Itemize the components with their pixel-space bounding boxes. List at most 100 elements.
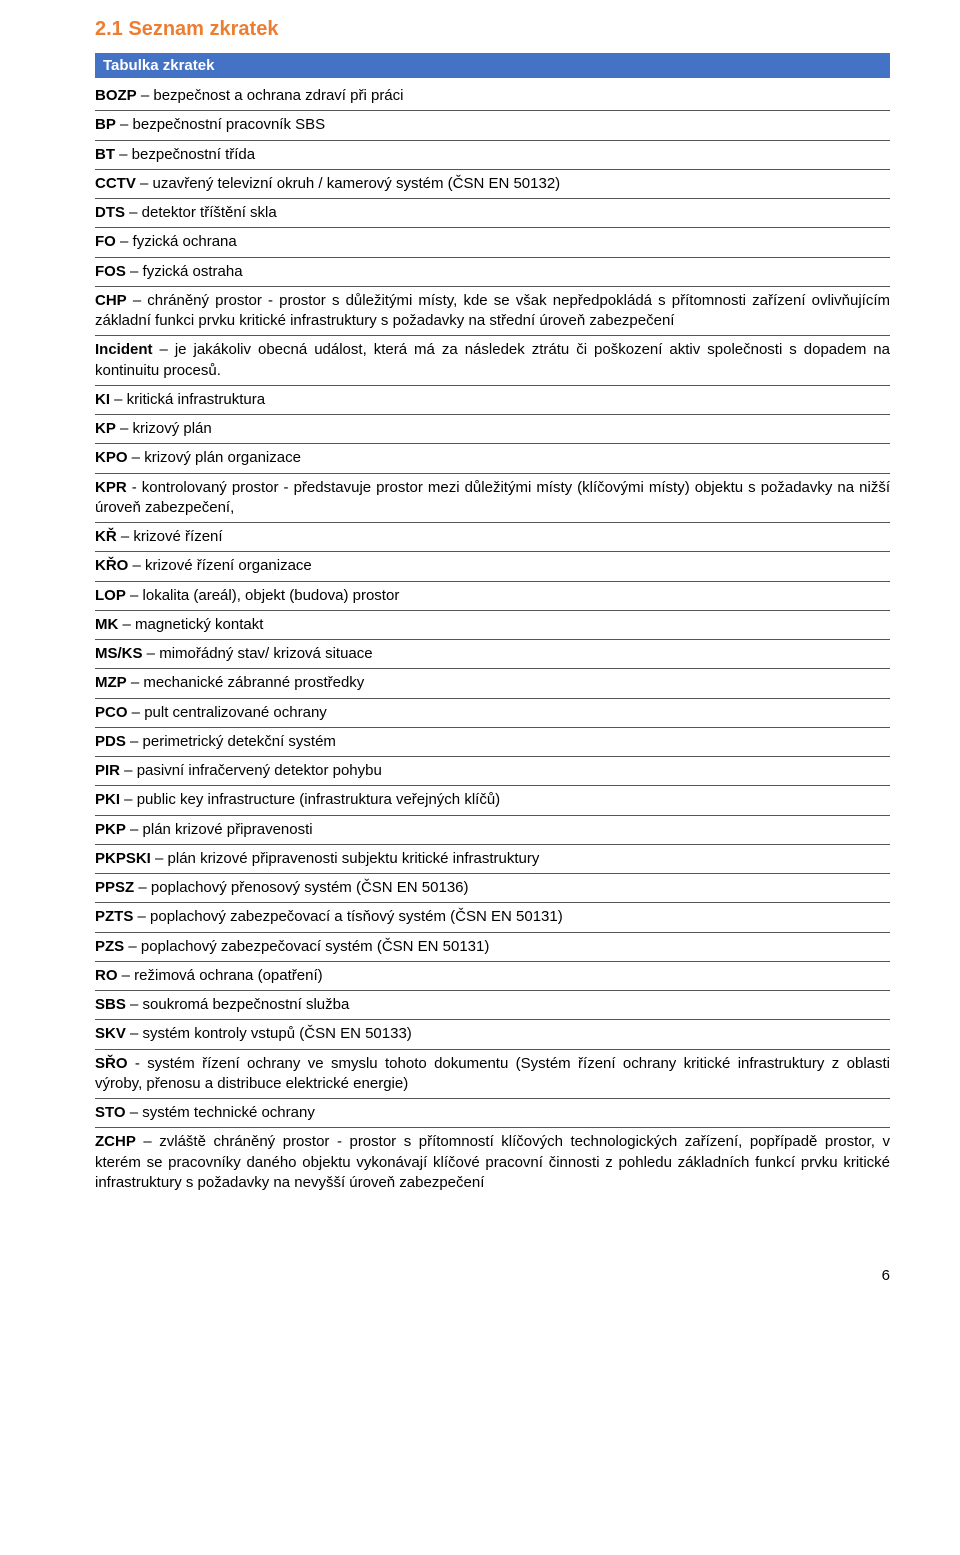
entry-definition: – soukromá bezpečnostní služba (126, 996, 349, 1013)
entry-abbr: PCO (95, 704, 128, 721)
entry-definition: – poplachový zabezpečovací a tísňový sys… (133, 908, 562, 925)
entry-abbr: KŘ (95, 528, 117, 545)
entry-row: KP – krizový plán (95, 414, 890, 443)
entry-row: FOS – fyzická ostraha (95, 257, 890, 286)
entry-abbr: SŘO (95, 1055, 128, 1072)
entry-row: ZCHP – zvláště chráněný prostor - prosto… (95, 1127, 890, 1197)
entry-abbr: PZTS (95, 908, 133, 925)
entry-row: KPR - kontrolovaný prostor - představuje… (95, 473, 890, 523)
entry-abbr: KPO (95, 449, 128, 466)
entry-row: STO – systém technické ochrany (95, 1098, 890, 1127)
entry-row: MK – magnetický kontakt (95, 610, 890, 639)
entry-definition: – systém technické ochrany (126, 1104, 315, 1121)
entries-list: BOZP – bezpečnost a ochrana zdraví při p… (95, 82, 890, 1197)
entry-row: SŘO - systém řízení ochrany ve smyslu to… (95, 1049, 890, 1099)
entry-row: CCTV – uzavřený televizní okruh / kamero… (95, 169, 890, 198)
entry-definition: – mimořádný stav/ krizová situace (143, 645, 373, 662)
entry-definition: – chráněný prostor - prostor s důležitým… (95, 292, 890, 329)
entry-definition: – je jakákoliv obecná událost, která má … (95, 341, 890, 378)
entry-row: DTS – detektor tříštění skla (95, 198, 890, 227)
entry-definition: – plán krizové připravenosti subjektu kr… (151, 850, 540, 867)
entry-row: PPSZ – poplachový přenosový systém (ČSN … (95, 873, 890, 902)
entry-abbr: PPSZ (95, 879, 134, 896)
entry-row: PKPSKI – plán krizové připravenosti subj… (95, 844, 890, 873)
entry-row: KPO – krizový plán organizace (95, 443, 890, 472)
entry-abbr: PKPSKI (95, 850, 151, 867)
entry-abbr: KP (95, 420, 116, 437)
entry-definition: – uzavřený televizní okruh / kamerový sy… (136, 175, 560, 192)
entry-definition: - kontrolovaný prostor - představuje pro… (95, 479, 890, 516)
entry-definition: – bezpečnostní pracovník SBS (116, 116, 325, 133)
entry-abbr: BOZP (95, 87, 137, 104)
entry-definition: – zvláště chráněný prostor - prostor s p… (95, 1133, 890, 1191)
entry-row: PCO – pult centralizované ochrany (95, 698, 890, 727)
entry-row: PZS – poplachový zabezpečovací systém (Č… (95, 932, 890, 961)
entry-definition: – systém kontroly vstupů (ČSN EN 50133) (126, 1025, 412, 1042)
entry-abbr: MS/KS (95, 645, 143, 662)
entry-row: RO – režimová ochrana (opatření) (95, 961, 890, 990)
entry-abbr: PKI (95, 791, 120, 808)
entry-definition: – bezpečnostní třída (115, 146, 255, 163)
entry-abbr: KPR (95, 479, 127, 496)
entry-row: PKP – plán krizové připravenosti (95, 815, 890, 844)
entry-abbr: MZP (95, 674, 127, 691)
entry-definition: – krizový plán (116, 420, 212, 437)
entry-row: BP – bezpečnostní pracovník SBS (95, 110, 890, 139)
entry-row: BOZP – bezpečnost a ochrana zdraví při p… (95, 82, 890, 110)
entry-abbr: BP (95, 116, 116, 133)
entry-definition: – pult centralizované ochrany (128, 704, 327, 721)
entry-abbr: SBS (95, 996, 126, 1013)
entry-row: PZTS – poplachový zabezpečovací a tísňov… (95, 902, 890, 931)
entry-definition: – fyzická ostraha (126, 263, 243, 280)
entry-definition: – krizové řízení organizace (128, 557, 311, 574)
entry-abbr: Incident (95, 341, 153, 358)
entry-abbr: FO (95, 233, 116, 250)
entry-row: PKI – public key infrastructure (infrast… (95, 785, 890, 814)
entry-definition: – režimová ochrana (opatření) (118, 967, 323, 984)
entry-definition: – poplachový přenosový systém (ČSN EN 50… (134, 879, 468, 896)
entry-abbr: DTS (95, 204, 125, 221)
entry-definition: – perimetrický detekční systém (126, 733, 336, 750)
entry-row: FO – fyzická ochrana (95, 227, 890, 256)
entry-abbr: STO (95, 1104, 126, 1121)
entry-abbr: SKV (95, 1025, 126, 1042)
entry-abbr: PDS (95, 733, 126, 750)
entry-row: SKV – systém kontroly vstupů (ČSN EN 501… (95, 1019, 890, 1048)
entry-definition: – lokalita (areál), objekt (budova) pros… (126, 587, 399, 604)
entry-abbr: BT (95, 146, 115, 163)
table-header: Tabulka zkratek (95, 53, 890, 78)
entry-abbr: PIR (95, 762, 120, 779)
entry-row: CHP – chráněný prostor - prostor s důlež… (95, 286, 890, 336)
entry-definition: – fyzická ochrana (116, 233, 237, 250)
entry-row: KI – kritická infrastruktura (95, 385, 890, 414)
entry-row: MS/KS – mimořádný stav/ krizová situace (95, 639, 890, 668)
entry-abbr: ZCHP (95, 1133, 136, 1150)
entry-abbr: RO (95, 967, 118, 984)
entry-definition: – public key infrastructure (infrastrukt… (120, 791, 500, 808)
entry-abbr: LOP (95, 587, 126, 604)
entry-definition: – detektor tříštění skla (125, 204, 277, 221)
entry-abbr: PKP (95, 821, 126, 838)
entry-definition: – plán krizové připravenosti (126, 821, 313, 838)
entry-definition: – krizový plán organizace (128, 449, 301, 466)
entry-abbr: PZS (95, 938, 124, 955)
entry-row: LOP – lokalita (areál), objekt (budova) … (95, 581, 890, 610)
entry-definition: – kritická infrastruktura (110, 391, 265, 408)
entry-row: SBS – soukromá bezpečnostní služba (95, 990, 890, 1019)
entry-definition: – krizové řízení (117, 528, 223, 545)
entry-abbr: CCTV (95, 175, 136, 192)
entry-row: PIR – pasivní infračervený detektor pohy… (95, 756, 890, 785)
entry-definition: – poplachový zabezpečovací systém (ČSN E… (124, 938, 489, 955)
entry-row: KŘO – krizové řízení organizace (95, 551, 890, 580)
entry-row: KŘ – krizové řízení (95, 522, 890, 551)
entry-abbr: MK (95, 616, 118, 633)
entry-abbr: KI (95, 391, 110, 408)
entry-row: PDS – perimetrický detekční systém (95, 727, 890, 756)
entry-row: MZP – mechanické zábranné prostředky (95, 668, 890, 697)
section-heading: 2.1 Seznam zkratek (95, 18, 890, 41)
entry-abbr: CHP (95, 292, 127, 309)
entry-abbr: KŘO (95, 557, 128, 574)
entry-row: Incident – je jakákoliv obecná událost, … (95, 335, 890, 385)
entry-definition: – pasivní infračervený detektor pohybu (120, 762, 382, 779)
entry-definition: – mechanické zábranné prostředky (127, 674, 365, 691)
